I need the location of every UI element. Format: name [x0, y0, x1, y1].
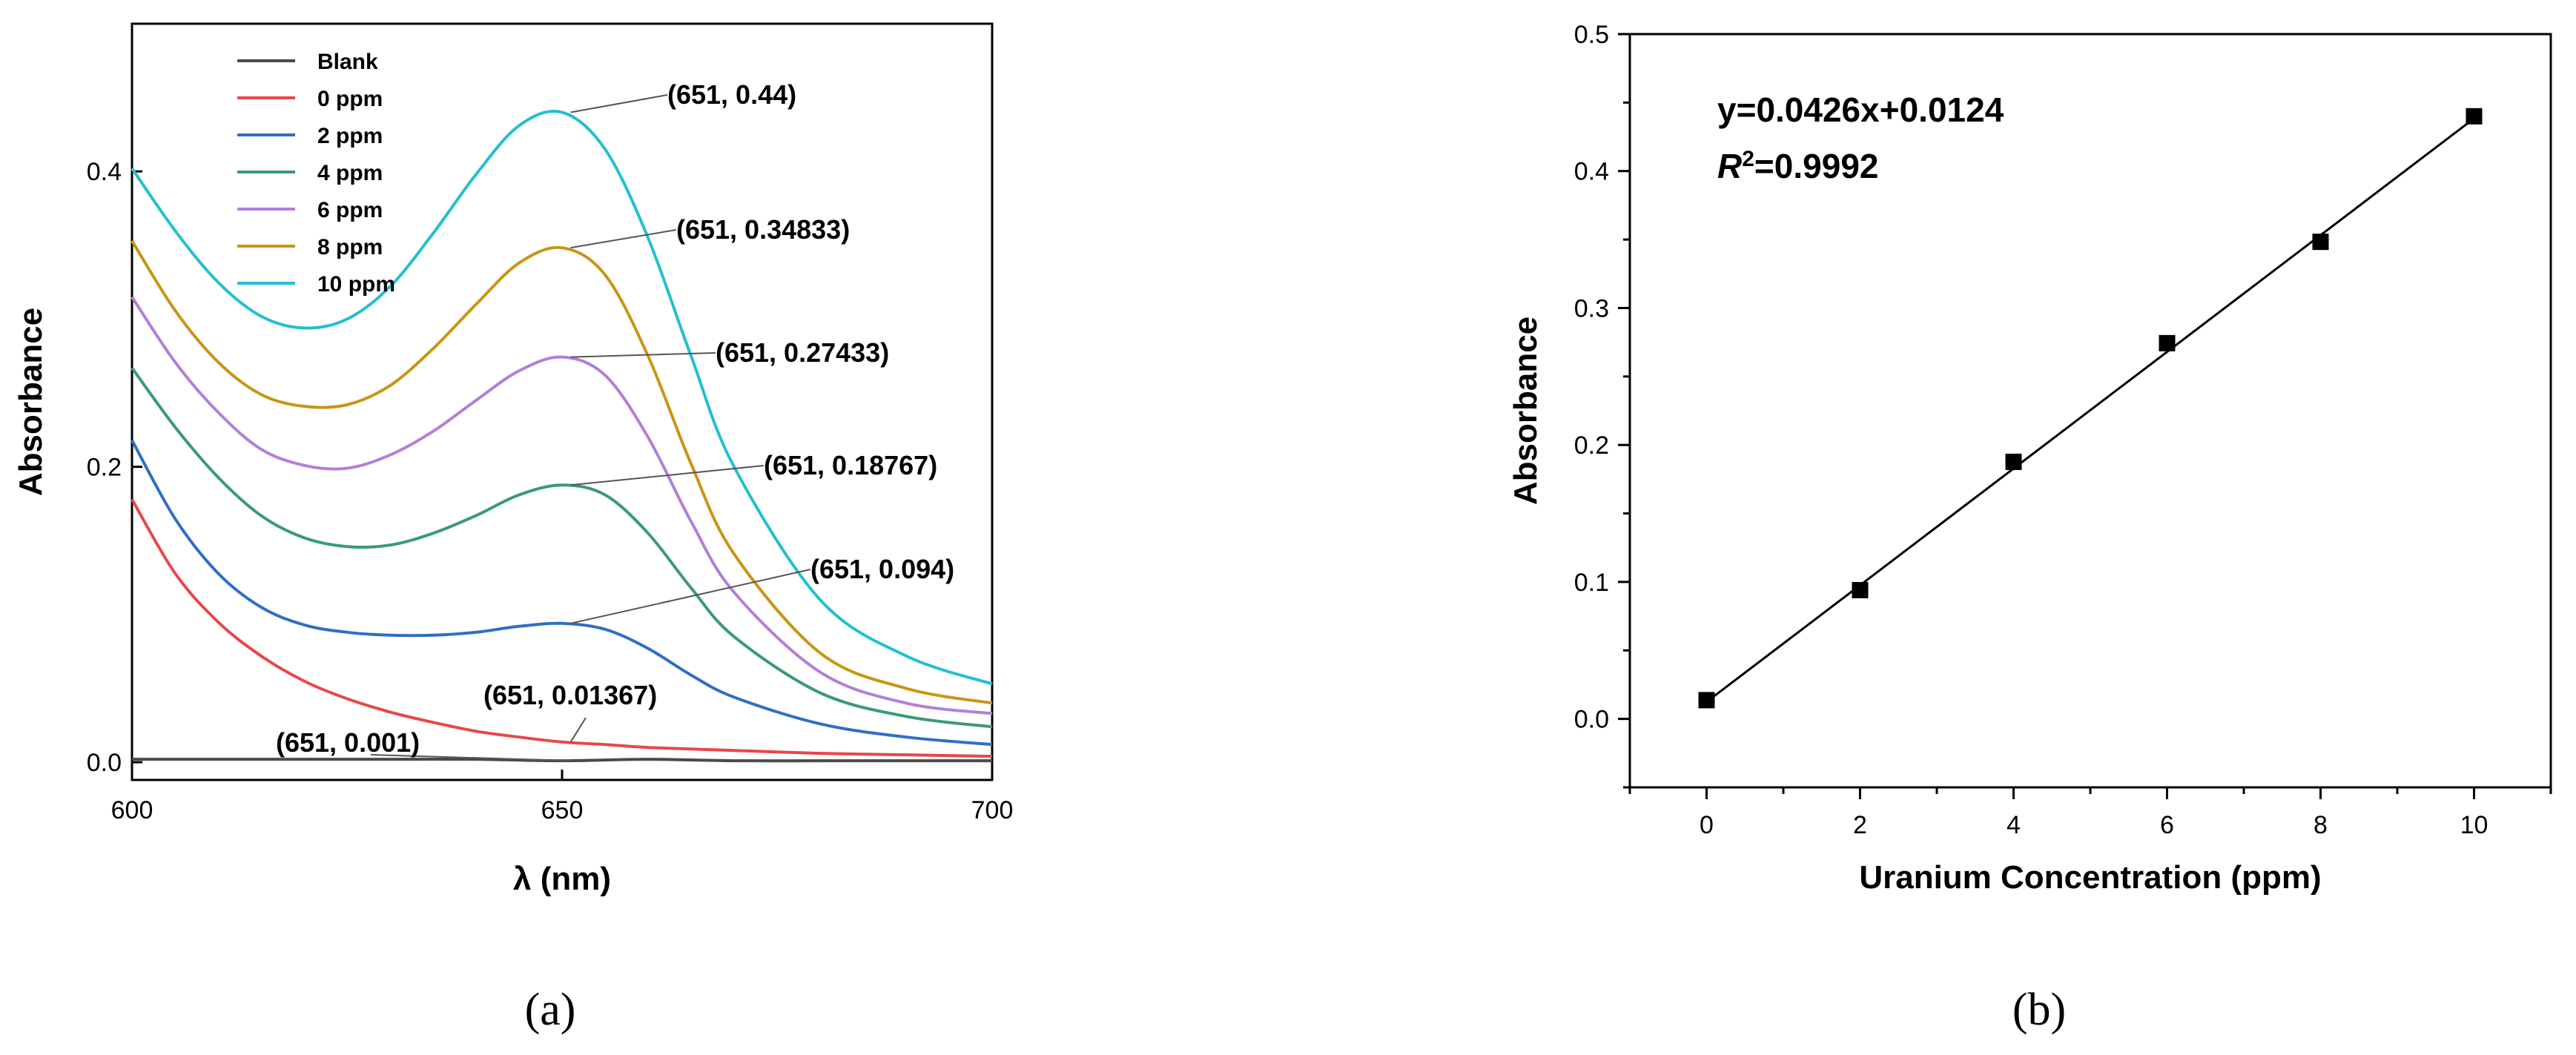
annotation-label: (651, 0.44): [667, 79, 796, 110]
data-point: [2159, 334, 2176, 351]
series-line-6-ppm: [131, 296, 993, 715]
legend-label: 2 ppm: [317, 124, 383, 148]
panel-b-y-tick-label: 0.1: [1574, 569, 1609, 597]
annotation-leader-line: [570, 465, 764, 486]
panel-b-y-axis-title: Absorbance: [1507, 317, 1544, 505]
panel-b-x-tick-label: 8: [2314, 811, 2328, 839]
panel-b-y-tick-label: 0.4: [1574, 158, 1609, 186]
data-point: [2005, 453, 2022, 470]
panel-b-chart: 0 2 4 6 8 10 0.0 0.1 0.2 0.3 0.4 0.5 y=0.0426x+0.01…: [1507, 21, 2552, 1035]
panel-b-x-tick-label: 2: [1853, 811, 1867, 839]
r-squared-symbol: R: [1717, 147, 1742, 185]
legend-label: 6 ppm: [317, 198, 383, 222]
annotation-leader-line: [569, 717, 587, 743]
panel-a-x-tick-label: 700: [971, 796, 1014, 824]
annotation-leader-line: [570, 352, 716, 358]
annotation-leader-line: [370, 754, 571, 762]
panel-a-y-axis-title: Absorbance: [13, 308, 49, 496]
panel-a-x-tick-label: 650: [541, 796, 584, 824]
series-line-0-ppm: [131, 498, 993, 758]
panel-a-plot-frame: [131, 22, 994, 781]
panel-a-label: (a): [525, 985, 576, 1035]
panel-a-x-axis-title: λ (nm): [513, 861, 611, 897]
legend-label: 4 ppm: [317, 161, 383, 185]
panel-b-y-tick-label: 0.2: [1574, 431, 1609, 460]
panel-a-legend: Blank 0 ppm 2 ppm 4 ppm 6 ppm 8 ppm 10 ppm: [237, 50, 395, 297]
annotation-label: (651, 0.34833): [676, 214, 850, 245]
annotation-label: (651, 0.01367): [483, 680, 657, 710]
r-squared-value: =0.9992: [1754, 147, 1879, 185]
panel-a-x-tick-label: 600: [111, 796, 153, 824]
panel-b-equation: y=0.0426x+0.0124: [1717, 90, 2004, 129]
annotation-leader-line: [570, 229, 677, 249]
annotation-leader-line: [570, 94, 668, 113]
legend-label: 0 ppm: [317, 87, 383, 111]
panel-a-y-tick-label: 0.4: [87, 158, 122, 186]
r-squared-superscript: 2: [1742, 147, 1754, 171]
series-line-8-ppm: [131, 239, 993, 705]
legend-label: 8 ppm: [317, 235, 383, 259]
panel-b-x-axis-title: Uranium Concentration (ppm): [1859, 859, 2321, 896]
panel-b-fit-line: [1705, 117, 2475, 703]
data-point: [1852, 581, 1869, 598]
panel-a-ticks: 600 650 700 0.0 0.2 0.4: [87, 158, 1014, 824]
panel-b-ticks: 0 2 4 6 8 10 0.0 0.1 0.2 0.3 0.4 0.5: [1574, 21, 2552, 839]
panel-b-x-tick-label: 0: [1700, 811, 1714, 839]
panel-b-x-tick-label: 10: [2460, 811, 2489, 839]
panel-b-x-tick-label: 6: [2160, 811, 2174, 839]
annotation-leader-line: [570, 569, 811, 624]
legend-label: Blank: [317, 50, 378, 74]
annotation-label: (651, 0.094): [810, 554, 954, 584]
annotation-label: (651, 0.27433): [716, 337, 889, 368]
data-point: [2466, 108, 2483, 125]
panel-b-y-tick-label: 0.5: [1574, 21, 1609, 49]
data-point: [1698, 692, 1715, 709]
panel-b-x-tick-label: 4: [2007, 811, 2021, 839]
panel-b-points: [1698, 108, 2483, 709]
legend-label: 10 ppm: [317, 272, 395, 297]
panel-a-annotations: (651, 0.44) (651, 0.34833) (651, 0.27433) (…: [276, 79, 954, 762]
annotation-label: (651, 0.001): [276, 727, 420, 758]
panel-a-y-tick-label: 0.2: [87, 454, 122, 482]
panel-b-y-tick-label: 0.0: [1574, 706, 1609, 734]
panel-a-series: [131, 110, 993, 763]
panel-b-r-squared: R2=0.9992: [1717, 147, 1878, 186]
series-line-4-ppm: [131, 367, 993, 729]
panel-b-label: (b): [2012, 985, 2066, 1035]
series-line-10-ppm: [131, 110, 993, 686]
annotation-label: (651, 0.18767): [764, 450, 937, 480]
series-line-2-ppm: [131, 439, 993, 747]
data-point: [2312, 234, 2329, 251]
panel-a-y-tick-label: 0.0: [87, 749, 122, 777]
panel-b-y-tick-label: 0.3: [1574, 294, 1609, 323]
